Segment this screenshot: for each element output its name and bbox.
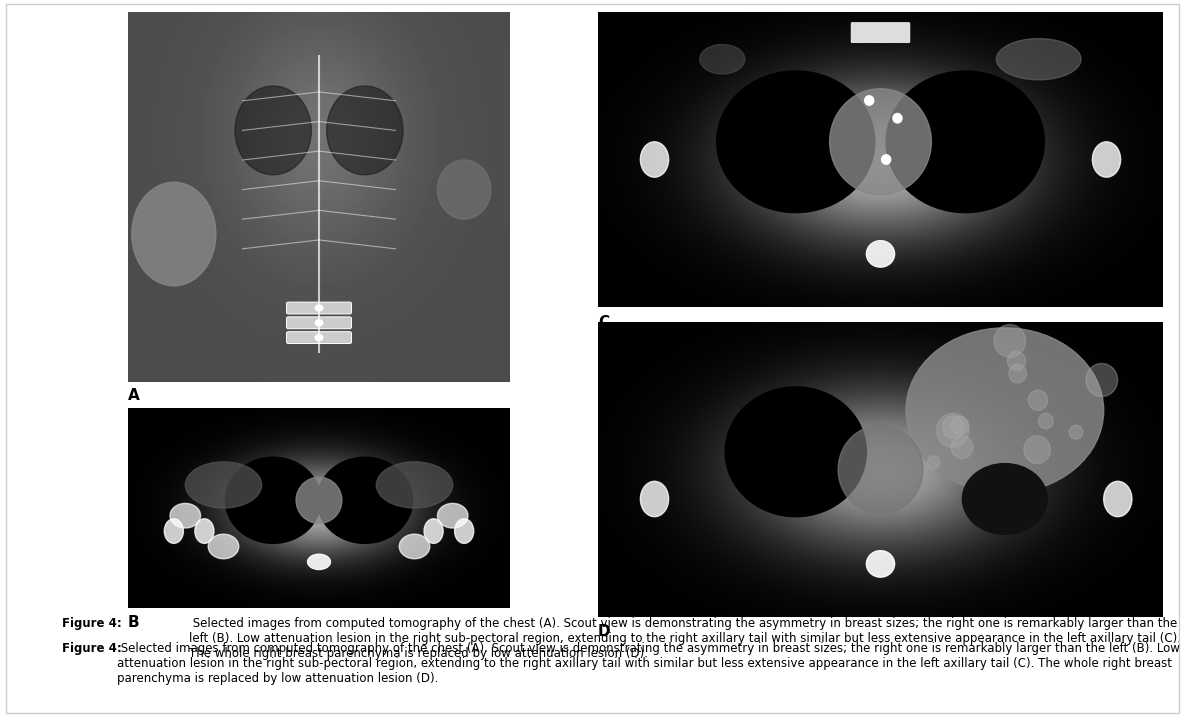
- Circle shape: [952, 436, 973, 459]
- FancyBboxPatch shape: [287, 302, 352, 314]
- Ellipse shape: [318, 457, 412, 543]
- Ellipse shape: [225, 457, 321, 543]
- Ellipse shape: [1093, 142, 1121, 177]
- Circle shape: [1069, 425, 1083, 439]
- Text: Figure 4:: Figure 4:: [62, 642, 122, 655]
- Circle shape: [893, 113, 902, 123]
- Ellipse shape: [185, 462, 262, 508]
- Wedge shape: [437, 503, 468, 528]
- FancyBboxPatch shape: [287, 317, 352, 328]
- Circle shape: [865, 96, 873, 105]
- Circle shape: [315, 320, 322, 326]
- Circle shape: [1024, 436, 1050, 464]
- Ellipse shape: [830, 89, 931, 195]
- Text: Selected images from computed tomography of the chest (A). Scout view is demonst: Selected images from computed tomography…: [117, 642, 1180, 685]
- Circle shape: [1029, 390, 1048, 410]
- Circle shape: [1013, 483, 1038, 507]
- Ellipse shape: [997, 39, 1081, 80]
- Circle shape: [315, 335, 322, 341]
- Circle shape: [1008, 364, 1026, 383]
- Circle shape: [994, 325, 1025, 358]
- Wedge shape: [169, 503, 200, 528]
- Ellipse shape: [377, 462, 453, 508]
- Ellipse shape: [866, 241, 895, 267]
- FancyBboxPatch shape: [851, 23, 910, 43]
- Ellipse shape: [235, 86, 312, 175]
- Ellipse shape: [866, 551, 895, 577]
- Text: Selected images from computed tomography of the chest (A). Scout view is demonst: Selected images from computed tomography…: [188, 617, 1181, 660]
- Ellipse shape: [717, 71, 875, 213]
- Ellipse shape: [962, 464, 1048, 534]
- Ellipse shape: [886, 71, 1044, 213]
- Text: A: A: [128, 388, 140, 403]
- Circle shape: [928, 456, 940, 469]
- Circle shape: [315, 305, 322, 311]
- Ellipse shape: [424, 519, 443, 543]
- Circle shape: [1007, 351, 1025, 371]
- Ellipse shape: [308, 554, 331, 569]
- Ellipse shape: [1103, 481, 1132, 517]
- Circle shape: [942, 416, 965, 439]
- Ellipse shape: [838, 425, 923, 514]
- Ellipse shape: [905, 328, 1103, 493]
- Ellipse shape: [640, 142, 668, 177]
- Ellipse shape: [132, 182, 216, 286]
- Text: B: B: [128, 615, 140, 630]
- Ellipse shape: [640, 481, 668, 517]
- Ellipse shape: [327, 86, 403, 175]
- Circle shape: [985, 483, 1007, 505]
- FancyBboxPatch shape: [287, 332, 352, 343]
- Text: C: C: [598, 315, 609, 330]
- Ellipse shape: [437, 160, 491, 219]
- Ellipse shape: [455, 519, 474, 543]
- Circle shape: [882, 155, 891, 164]
- Ellipse shape: [165, 519, 184, 543]
- Wedge shape: [209, 534, 239, 559]
- Ellipse shape: [725, 387, 866, 517]
- Circle shape: [936, 414, 969, 447]
- Text: D: D: [598, 624, 610, 639]
- Ellipse shape: [296, 478, 342, 523]
- Circle shape: [952, 417, 969, 435]
- Circle shape: [1038, 413, 1053, 429]
- Circle shape: [1085, 364, 1117, 397]
- Wedge shape: [399, 534, 430, 559]
- Ellipse shape: [699, 44, 745, 74]
- Text: Figure 4:: Figure 4:: [62, 617, 122, 630]
- Ellipse shape: [194, 519, 214, 543]
